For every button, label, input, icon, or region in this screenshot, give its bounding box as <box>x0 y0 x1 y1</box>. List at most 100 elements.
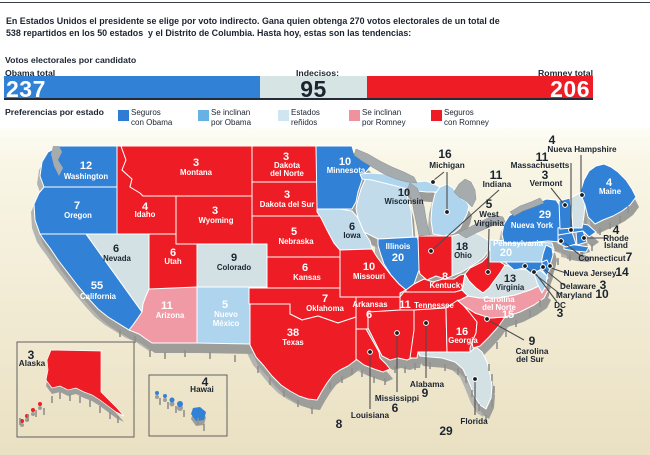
svg-text:Arkansas: Arkansas <box>352 300 388 309</box>
svg-text:Georgia: Georgia <box>448 336 478 345</box>
svg-text:8: 8 <box>442 271 448 283</box>
svg-text:Kentucky: Kentucky <box>429 281 465 290</box>
svg-text:10: 10 <box>595 287 609 301</box>
svg-text:México: México <box>213 319 240 328</box>
svg-text:del Norte: del Norte <box>482 303 516 312</box>
svg-text:5: 5 <box>291 226 297 238</box>
svg-text:9: 9 <box>231 252 237 264</box>
svg-text:Nueva Hampshire: Nueva Hampshire <box>547 145 617 154</box>
svg-text:18: 18 <box>456 241 468 253</box>
svg-text:Nuevo: Nuevo <box>214 310 238 319</box>
svg-text:Carolina: Carolina <box>516 347 549 356</box>
svg-text:29: 29 <box>539 209 551 221</box>
svg-text:Connecticut: Connecticut <box>578 254 626 263</box>
svg-text:Montana: Montana <box>180 168 213 177</box>
svg-text:14: 14 <box>615 265 629 279</box>
svg-text:Oregon: Oregon <box>64 211 92 220</box>
svg-text:4: 4 <box>613 223 620 237</box>
svg-text:Virginia: Virginia <box>474 219 504 228</box>
svg-text:3: 3 <box>283 151 289 163</box>
svg-text:5: 5 <box>486 197 493 211</box>
svg-text:55: 55 <box>91 280 103 292</box>
svg-text:3: 3 <box>212 205 218 217</box>
svg-text:11: 11 <box>161 300 173 312</box>
svg-text:10: 10 <box>398 187 410 199</box>
svg-text:Nevada: Nevada <box>103 254 131 263</box>
svg-text:West: West <box>479 210 499 219</box>
svg-text:Michigan: Michigan <box>429 161 464 170</box>
svg-text:Vermont: Vermont <box>530 179 563 188</box>
svg-text:3: 3 <box>284 189 290 201</box>
svg-text:Idaho: Idaho <box>135 210 156 219</box>
svg-text:10: 10 <box>363 261 375 273</box>
svg-text:20: 20 <box>500 247 512 259</box>
svg-text:Dakota: Dakota <box>274 161 301 170</box>
svg-text:Maine: Maine <box>599 187 622 196</box>
svg-text:9: 9 <box>529 334 536 348</box>
svg-text:13: 13 <box>504 273 516 285</box>
svg-text:6: 6 <box>349 221 355 233</box>
svg-text:8: 8 <box>336 417 343 431</box>
svg-text:12: 12 <box>80 160 92 172</box>
svg-text:Alabama: Alabama <box>410 380 445 389</box>
svg-text:29: 29 <box>439 424 453 438</box>
svg-text:16: 16 <box>438 147 452 161</box>
svg-text:Alaska: Alaska <box>19 359 46 368</box>
svg-text:del Sur: del Sur <box>516 355 545 364</box>
svg-text:Mississippi: Mississippi <box>375 394 419 403</box>
svg-text:Illinois: Illinois <box>386 242 411 251</box>
svg-text:Oklahoma: Oklahoma <box>306 304 344 313</box>
svg-text:9: 9 <box>422 386 429 400</box>
svg-text:11: 11 <box>399 299 411 311</box>
svg-text:11: 11 <box>490 168 503 182</box>
svg-text:20: 20 <box>392 252 404 264</box>
svg-text:7: 7 <box>74 200 80 212</box>
svg-text:Ohio: Ohio <box>454 251 472 260</box>
svg-text:Maryland: Maryland <box>556 291 592 300</box>
svg-text:Arizona: Arizona <box>156 311 185 320</box>
svg-text:Virginia: Virginia <box>496 283 525 292</box>
svg-text:38: 38 <box>287 327 299 339</box>
svg-text:4: 4 <box>142 201 149 213</box>
svg-text:6: 6 <box>392 401 399 415</box>
svg-text:11: 11 <box>536 150 549 164</box>
svg-text:4: 4 <box>549 133 556 147</box>
svg-text:Louisiana: Louisiana <box>351 411 390 420</box>
svg-text:Indiana: Indiana <box>483 180 512 189</box>
svg-text:Nebraska: Nebraska <box>278 237 314 246</box>
svg-text:Florida: Florida <box>460 417 488 426</box>
svg-text:16: 16 <box>456 326 468 338</box>
svg-text:Tennessee: Tennessee <box>414 301 454 310</box>
svg-text:6: 6 <box>302 262 308 274</box>
svg-text:Nueva York: Nueva York <box>511 221 554 230</box>
svg-text:10: 10 <box>339 156 351 168</box>
svg-text:Utah: Utah <box>164 257 182 266</box>
svg-text:Rhode: Rhode <box>603 234 629 243</box>
svg-text:15: 15 <box>502 309 514 321</box>
svg-text:Nueva Jersey: Nueva Jersey <box>564 269 617 278</box>
svg-text:California: California <box>80 292 117 301</box>
svg-text:del Norte: del Norte <box>270 169 304 178</box>
svg-text:Delaware: Delaware <box>560 282 596 291</box>
svg-text:Colorado: Colorado <box>217 263 251 272</box>
svg-text:6: 6 <box>170 247 176 259</box>
svg-text:6: 6 <box>366 309 372 321</box>
svg-text:3: 3 <box>28 348 35 362</box>
svg-text:Pennsylvania: Pennsylvania <box>493 239 544 248</box>
svg-text:Missouri: Missouri <box>353 272 385 281</box>
svg-text:3: 3 <box>193 157 199 169</box>
svg-text:Dakota del Sur: Dakota del Sur <box>260 200 315 209</box>
svg-text:4: 4 <box>202 375 209 389</box>
svg-text:Wisconsin: Wisconsin <box>385 197 424 206</box>
svg-text:Iowa: Iowa <box>343 231 361 240</box>
svg-text:3: 3 <box>557 306 564 320</box>
svg-text:3: 3 <box>542 168 549 182</box>
svg-text:7: 7 <box>322 293 328 305</box>
svg-text:Minnesota: Minnesota <box>327 166 366 175</box>
svg-text:Carolina: Carolina <box>483 295 515 304</box>
svg-text:DC: DC <box>554 301 566 310</box>
svg-text:Kansas: Kansas <box>293 273 321 282</box>
svg-text:3: 3 <box>600 278 607 292</box>
svg-text:Washington: Washington <box>64 172 109 181</box>
svg-text:4: 4 <box>606 177 613 189</box>
